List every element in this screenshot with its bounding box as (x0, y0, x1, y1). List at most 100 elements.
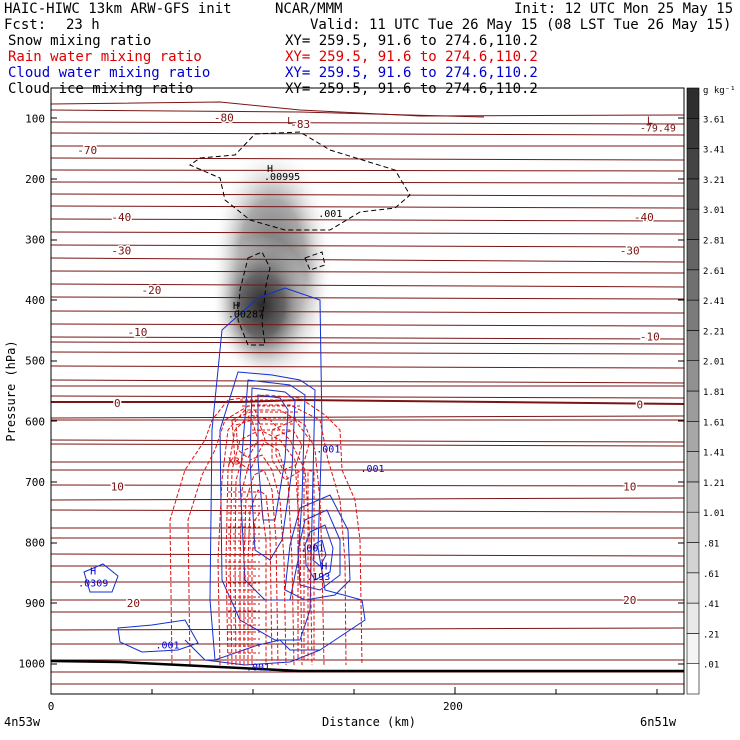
colorbar-label: 3.41 (703, 146, 725, 156)
colorbar-label: 1.81 (703, 388, 725, 398)
x-tick-labels: 0 200 (48, 700, 463, 713)
x-tick-label: 200 (443, 700, 463, 713)
extremum-label: .001 (316, 445, 340, 456)
isotherm-label: 20 (623, 594, 636, 607)
isotherm-label: -70 (77, 144, 97, 157)
isotherm-label: -10 (127, 326, 147, 339)
colorbar-label: 3.61 (703, 115, 725, 125)
extremum-label: .0309 (78, 578, 108, 589)
colorbar-units: g kg⁻¹ (703, 86, 736, 96)
isotherm-label: -83 (290, 118, 310, 131)
field-xy-cloudice: XY= 259.5, 91.6 to 274.6,110.2 (285, 81, 538, 97)
colorbar-swatch (686, 663, 700, 695)
x-tick-label: 0 (48, 700, 55, 713)
isotherm-label: -20 (142, 284, 162, 297)
colorbar-label: .01 (703, 661, 719, 671)
colorbar-label: 1.21 (703, 479, 725, 489)
field-name-cloudice: Cloud ice mixing ratio (8, 81, 194, 97)
extremum-label: X3 (228, 457, 240, 468)
colorbar-label: .81 (703, 540, 719, 550)
colorbar-swatch (686, 148, 700, 180)
y-tick-label: 500 (25, 355, 45, 368)
extremum-label: L (647, 116, 653, 127)
colorbar-label: 2.81 (703, 237, 725, 247)
colorbar-swatch (686, 602, 700, 634)
plot-frame (50, 87, 685, 695)
extremum-label: H (267, 164, 273, 175)
colorbar-label: 3.21 (703, 176, 725, 186)
isotherm-label: 0 (114, 397, 121, 410)
y-tick-label: 200 (25, 173, 45, 186)
x-endpoint-left: 4n53w (4, 715, 41, 729)
colorbar-swatch (686, 239, 700, 271)
y-tick-labels: 100 200 300 400 500 600 700 800 900 1000 (19, 112, 46, 670)
isotherm-label: 20 (127, 597, 140, 610)
y-tick-label: 800 (25, 537, 45, 550)
extremum-label: H (233, 301, 239, 312)
extremum-label: H (90, 566, 96, 577)
isotherm-label: -30 (111, 244, 131, 257)
field-xy-snow: XY= 259.5, 91.6 to 274.6,110.2 (285, 33, 538, 49)
colorbar-swatch (686, 420, 700, 452)
y-tick-label: 700 (25, 476, 45, 489)
colorbar-label: .41 (703, 600, 719, 610)
y-tick-label: 900 (25, 597, 45, 610)
temperature-isotherms (51, 101, 684, 685)
colorbar-label: .61 (703, 570, 719, 580)
isotherm-label: 10 (111, 481, 124, 494)
field-xy-rain: XY= 259.5, 91.6 to 274.6,110.2 (285, 49, 538, 65)
plot-title: HAIC-HIWC 13km ARW-GFS init (4, 1, 232, 17)
y-tick-label: 600 (25, 415, 45, 428)
y-tick-label: 300 (25, 234, 45, 247)
x-endpoint-right: 6n51w (640, 715, 677, 729)
field-xy-cloudwater: XY= 259.5, 91.6 to 274.6,110.2 (285, 65, 538, 81)
isotherm-label: -80 (214, 112, 234, 125)
isotherm-label: 0 (636, 398, 643, 411)
colorbar-swatch (686, 299, 700, 331)
extremum-label: .00287 (228, 309, 264, 320)
extremum-label: .001 (318, 209, 342, 220)
isotherm-label: -40 (111, 211, 131, 224)
extremum-label: -79.49 (640, 123, 676, 134)
x-axis-title: Distance (km) (322, 715, 416, 729)
colorbar-swatch (686, 481, 700, 513)
colorbar-label: 2.21 (703, 327, 725, 337)
field-name-snow: Snow mixing ratio (8, 33, 152, 49)
extremum-label: .193 (306, 572, 330, 583)
plot-area (51, 101, 684, 685)
isotherm-label: -30 (620, 244, 640, 257)
fcst-value: 23 h (66, 17, 100, 33)
y-tick-label: 1000 (19, 658, 46, 671)
colorbar-swatch (686, 633, 700, 665)
isotherm-label: -10 (640, 330, 660, 343)
isotherm-label: -40 (634, 211, 654, 224)
colorbar-swatch (686, 118, 700, 149)
extremum-label: .001 (360, 464, 384, 475)
colorbar-label: 2.01 (703, 358, 725, 368)
ground-surface (51, 659, 684, 673)
colorbar-swatch (686, 208, 700, 240)
colorbar-label: 3.01 (703, 206, 725, 216)
colorbar-label: 1.01 (703, 509, 725, 519)
center-label: NCAR/MMM (275, 1, 343, 17)
field-name-cloudwater: Cloud water mixing ratio (8, 65, 211, 81)
cloud-ice-contours (188, 131, 411, 346)
colorbar-label: 1.41 (703, 449, 725, 459)
colorbar-swatch (686, 451, 700, 483)
colorbar-swatch (686, 87, 700, 119)
contour-extrema-labels: L L-79.49H.00995.001H.00287.001.001H.0309… (78, 116, 676, 674)
colorbar-swatch (686, 330, 700, 361)
extremum-label: .001 (246, 663, 270, 674)
extremum-label: L (287, 116, 293, 127)
y-axis-title: Pressure (hPa) (4, 340, 18, 441)
extremum-label: .001 (300, 543, 324, 554)
colorbar: .01 .21 .41 .61 .81 1.01 1.21 1.41 1.61 1.81 2.01 2… (686, 87, 725, 695)
colorbar-swatch (686, 542, 700, 574)
y-tick-label: 400 (25, 294, 45, 307)
colorbar-label: 1.61 (703, 418, 725, 428)
extremum-label: .001 (156, 640, 180, 651)
init-time: Init: 12 UTC Mon 25 May 15 (514, 1, 734, 17)
field-name-rain: Rain water mixing ratio (8, 49, 202, 65)
